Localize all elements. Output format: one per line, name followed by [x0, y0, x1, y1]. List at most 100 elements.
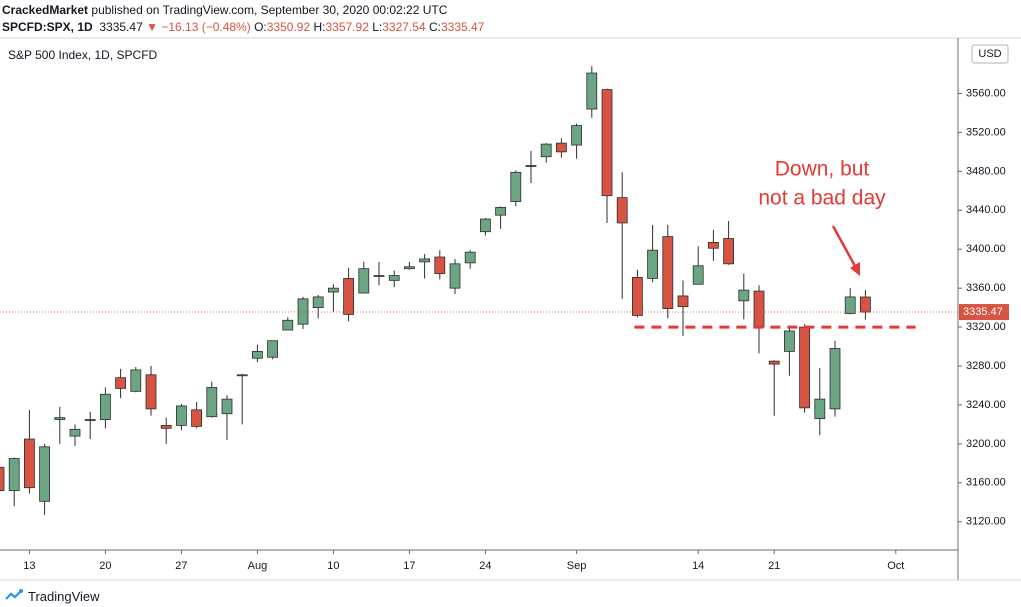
last-price: 3335.47 — [99, 20, 143, 34]
o-label: O: — [254, 20, 267, 34]
candle-body — [39, 446, 50, 502]
candle-body — [23, 438, 35, 489]
change-arrow: ▼ — [146, 20, 158, 34]
symbol-line: SPCFD:SPX, 1D 3335.47 ▼ −16.13 (−0.48%) … — [2, 19, 484, 36]
candle-body — [799, 326, 810, 409]
candle-body — [449, 263, 461, 289]
header: CrackedMarket published on TradingView.c… — [2, 2, 484, 36]
x-tick-label: 14 — [692, 560, 704, 572]
candle-body — [267, 340, 279, 358]
publisher: CrackedMarket — [2, 3, 89, 17]
change: −16.13 (−0.48%) — [161, 20, 251, 34]
currency: USD — [978, 48, 1001, 60]
candle-body — [312, 296, 324, 309]
candle-body — [556, 142, 567, 153]
x-tick-label: Sep — [567, 560, 587, 572]
y-tick-label: 3320.00 — [966, 321, 1006, 333]
candle-body — [525, 165, 537, 167]
x-tick-label: 17 — [403, 560, 415, 572]
annotation-text: not a bad day — [758, 187, 886, 210]
candle-body — [768, 360, 780, 365]
candle-body — [464, 251, 476, 264]
annotation-arrowhead — [850, 262, 860, 276]
candle-body — [251, 351, 263, 359]
candle-body — [434, 256, 446, 274]
price-label: 3335.47 — [963, 306, 1003, 318]
x-tick-label: 10 — [327, 560, 339, 572]
candle-body — [829, 348, 841, 410]
candle-body — [282, 319, 294, 331]
candle-body — [677, 295, 689, 308]
y-tick-label: 3400.00 — [966, 243, 1006, 255]
candle-body — [54, 417, 66, 420]
y-tick-label: 3440.00 — [966, 204, 1006, 216]
published-text: published on TradingView.com, September … — [91, 3, 448, 17]
candle-body — [100, 393, 111, 420]
candle-body — [753, 290, 765, 328]
currency-box — [971, 44, 1009, 64]
candle-body — [860, 296, 871, 313]
candle-body — [297, 298, 309, 325]
candle-body — [327, 287, 339, 293]
candle-body — [236, 374, 248, 377]
h-label: H: — [313, 20, 326, 34]
publish-line: CrackedMarket published on TradingView.c… — [2, 2, 484, 19]
annotation-text: Down, but — [775, 158, 870, 181]
annotation-arrow — [831, 225, 857, 267]
candle-body — [191, 409, 203, 427]
brand: TradingView — [28, 588, 100, 604]
candle-body — [343, 278, 355, 315]
y-tick-label: 3160.00 — [966, 477, 1006, 489]
candle-body — [373, 275, 385, 277]
candle-body — [784, 330, 795, 352]
l-label: L: — [372, 20, 383, 34]
candle-body — [586, 72, 598, 110]
y-tick-label: 3280.00 — [966, 360, 1006, 372]
candle-body — [403, 266, 415, 270]
candle-body — [160, 425, 172, 429]
candle-body — [0, 466, 5, 492]
c-value: 3335.47 — [440, 20, 485, 34]
candle-body — [814, 398, 826, 419]
candle-body — [708, 242, 719, 249]
o-value: 3350.92 — [266, 20, 311, 34]
y-tick-label: 3200.00 — [966, 438, 1006, 450]
candle-body — [221, 398, 233, 415]
candle-body — [388, 275, 400, 281]
price-label-box — [959, 304, 1009, 321]
candle-body — [738, 289, 750, 302]
candle-body — [358, 268, 370, 294]
candle-body — [130, 369, 142, 392]
candle-body — [540, 143, 552, 158]
y-tick-label: 3120.00 — [966, 516, 1006, 528]
x-tick-label: 13 — [23, 560, 35, 572]
y-tick-label: 3520.00 — [966, 126, 1006, 138]
x-tick-label: 24 — [479, 560, 491, 572]
candle-body — [647, 249, 658, 279]
candle-body — [601, 89, 613, 197]
candle-body — [84, 419, 96, 421]
x-tick-label: Aug — [248, 560, 268, 572]
candle-body — [510, 171, 522, 202]
candle-body — [206, 387, 218, 418]
candle-body — [571, 125, 582, 146]
l-value: 3327.54 — [382, 20, 426, 34]
y-tick-label: 3240.00 — [966, 399, 1006, 411]
x-tick-label: 20 — [99, 560, 111, 572]
candle-body — [662, 236, 674, 310]
candle-body — [69, 428, 81, 437]
c-label: C: — [428, 20, 441, 34]
candle-body — [115, 377, 126, 389]
candle-body — [495, 206, 507, 216]
candle-body — [479, 218, 491, 233]
x-tick-label: 21 — [768, 560, 780, 572]
legend-title: S&P 500 Index, 1D, SPCFD — [8, 48, 158, 62]
y-tick-label: 3480.00 — [966, 165, 1006, 177]
candle-body — [175, 405, 187, 426]
logo — [5, 589, 23, 600]
footer: TradingView — [4, 588, 100, 604]
candle-body — [616, 197, 628, 224]
candle-body — [844, 296, 856, 314]
